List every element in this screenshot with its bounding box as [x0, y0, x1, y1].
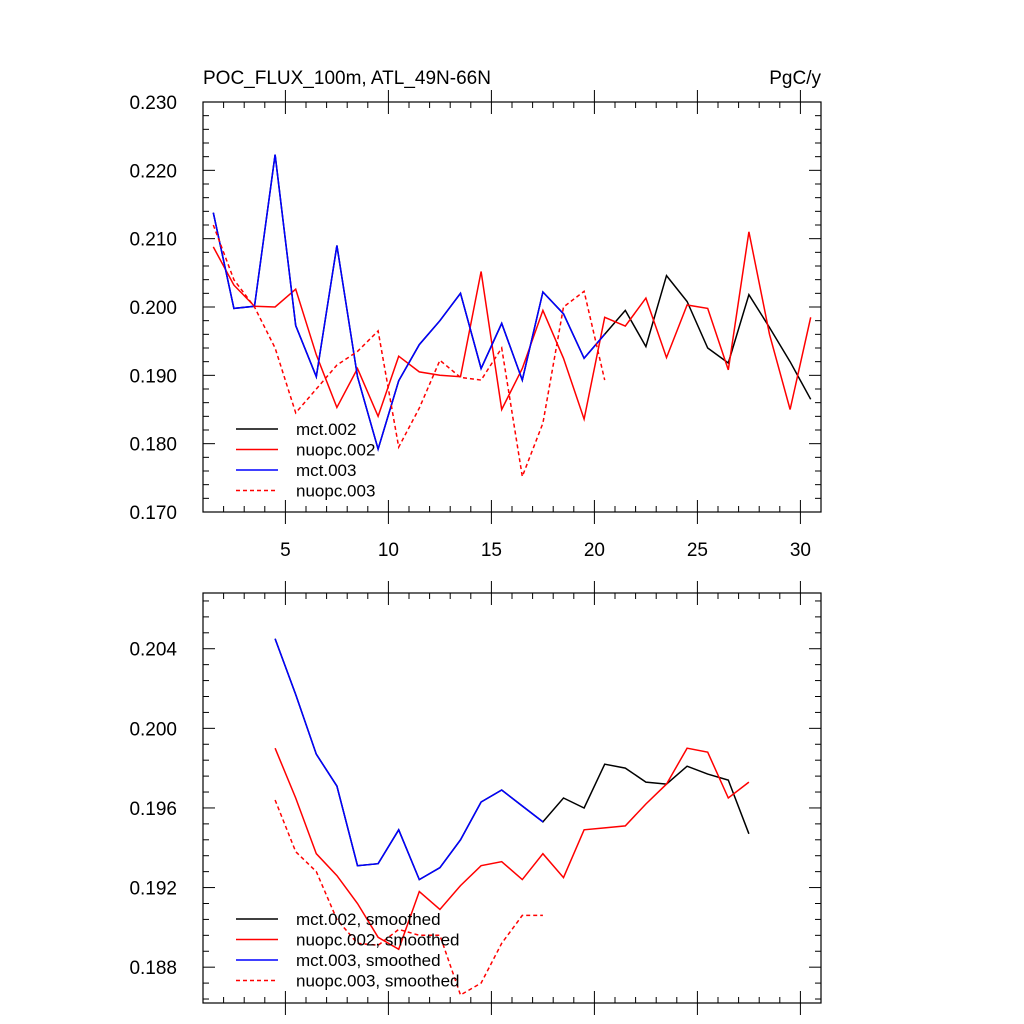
y-tick-label: 0.196	[129, 799, 177, 820]
y-tick-label: 0.220	[129, 161, 177, 182]
y-tick-label: 0.200	[129, 298, 177, 319]
legend-label: nuopc.003, smoothed	[296, 972, 460, 991]
series-line-nuopc-003	[212, 224, 606, 480]
y-tick-label: 0.190	[129, 366, 177, 387]
legend-label: mct.003, smoothed	[296, 951, 441, 970]
y-tick-label: 0.230	[129, 93, 177, 114]
x-tick-label: 20	[584, 540, 605, 561]
x-tick-label: 15	[481, 540, 502, 561]
y-tick-label: 0.204	[129, 640, 177, 661]
y-tick-label: 0.210	[129, 230, 177, 251]
y-tick-label: 0.188	[129, 958, 177, 979]
series-line-mct-002-smoothed	[274, 638, 750, 881]
y-tick-label: 0.180	[129, 435, 177, 456]
legend-label: nuopc.002, smoothed	[296, 931, 460, 950]
bottom-panel: 0.188 0.192 0.196 0.200 0.204 mct.002, smooth…	[129, 581, 822, 1015]
series-line-nuopc-002	[212, 231, 812, 422]
series-line-mct-003	[212, 154, 606, 452]
legend-label: nuopc.003	[296, 482, 375, 501]
legend-label: nuopc.002	[296, 441, 375, 460]
series-line-nuopc-003-smoothed	[274, 799, 543, 997]
series-line-nuopc-002-smoothed	[274, 747, 750, 951]
x-tick-label: 30	[790, 540, 811, 561]
chart-title: POC_FLUX_100m, ATL_49N-66N	[203, 68, 491, 89]
x-tick-label: 25	[687, 540, 708, 561]
top-panel: POC_FLUX_100m, ATL_49N-66N PgC/y 5 10 15 20…	[129, 68, 822, 561]
y-tick-label: 0.192	[129, 879, 177, 900]
x-tick-label: 5	[280, 540, 291, 561]
legend-label: mct.002, smoothed	[296, 910, 441, 929]
units-label: PgC/y	[769, 68, 821, 89]
y-tick-label: 0.200	[129, 719, 177, 740]
legend-label: mct.002	[296, 420, 356, 439]
x-tick-label: 10	[378, 540, 399, 561]
series-line-mct-003-smoothed	[274, 638, 544, 881]
legend-label: mct.003	[296, 461, 356, 480]
y-tick-label: 0.170	[129, 503, 177, 524]
